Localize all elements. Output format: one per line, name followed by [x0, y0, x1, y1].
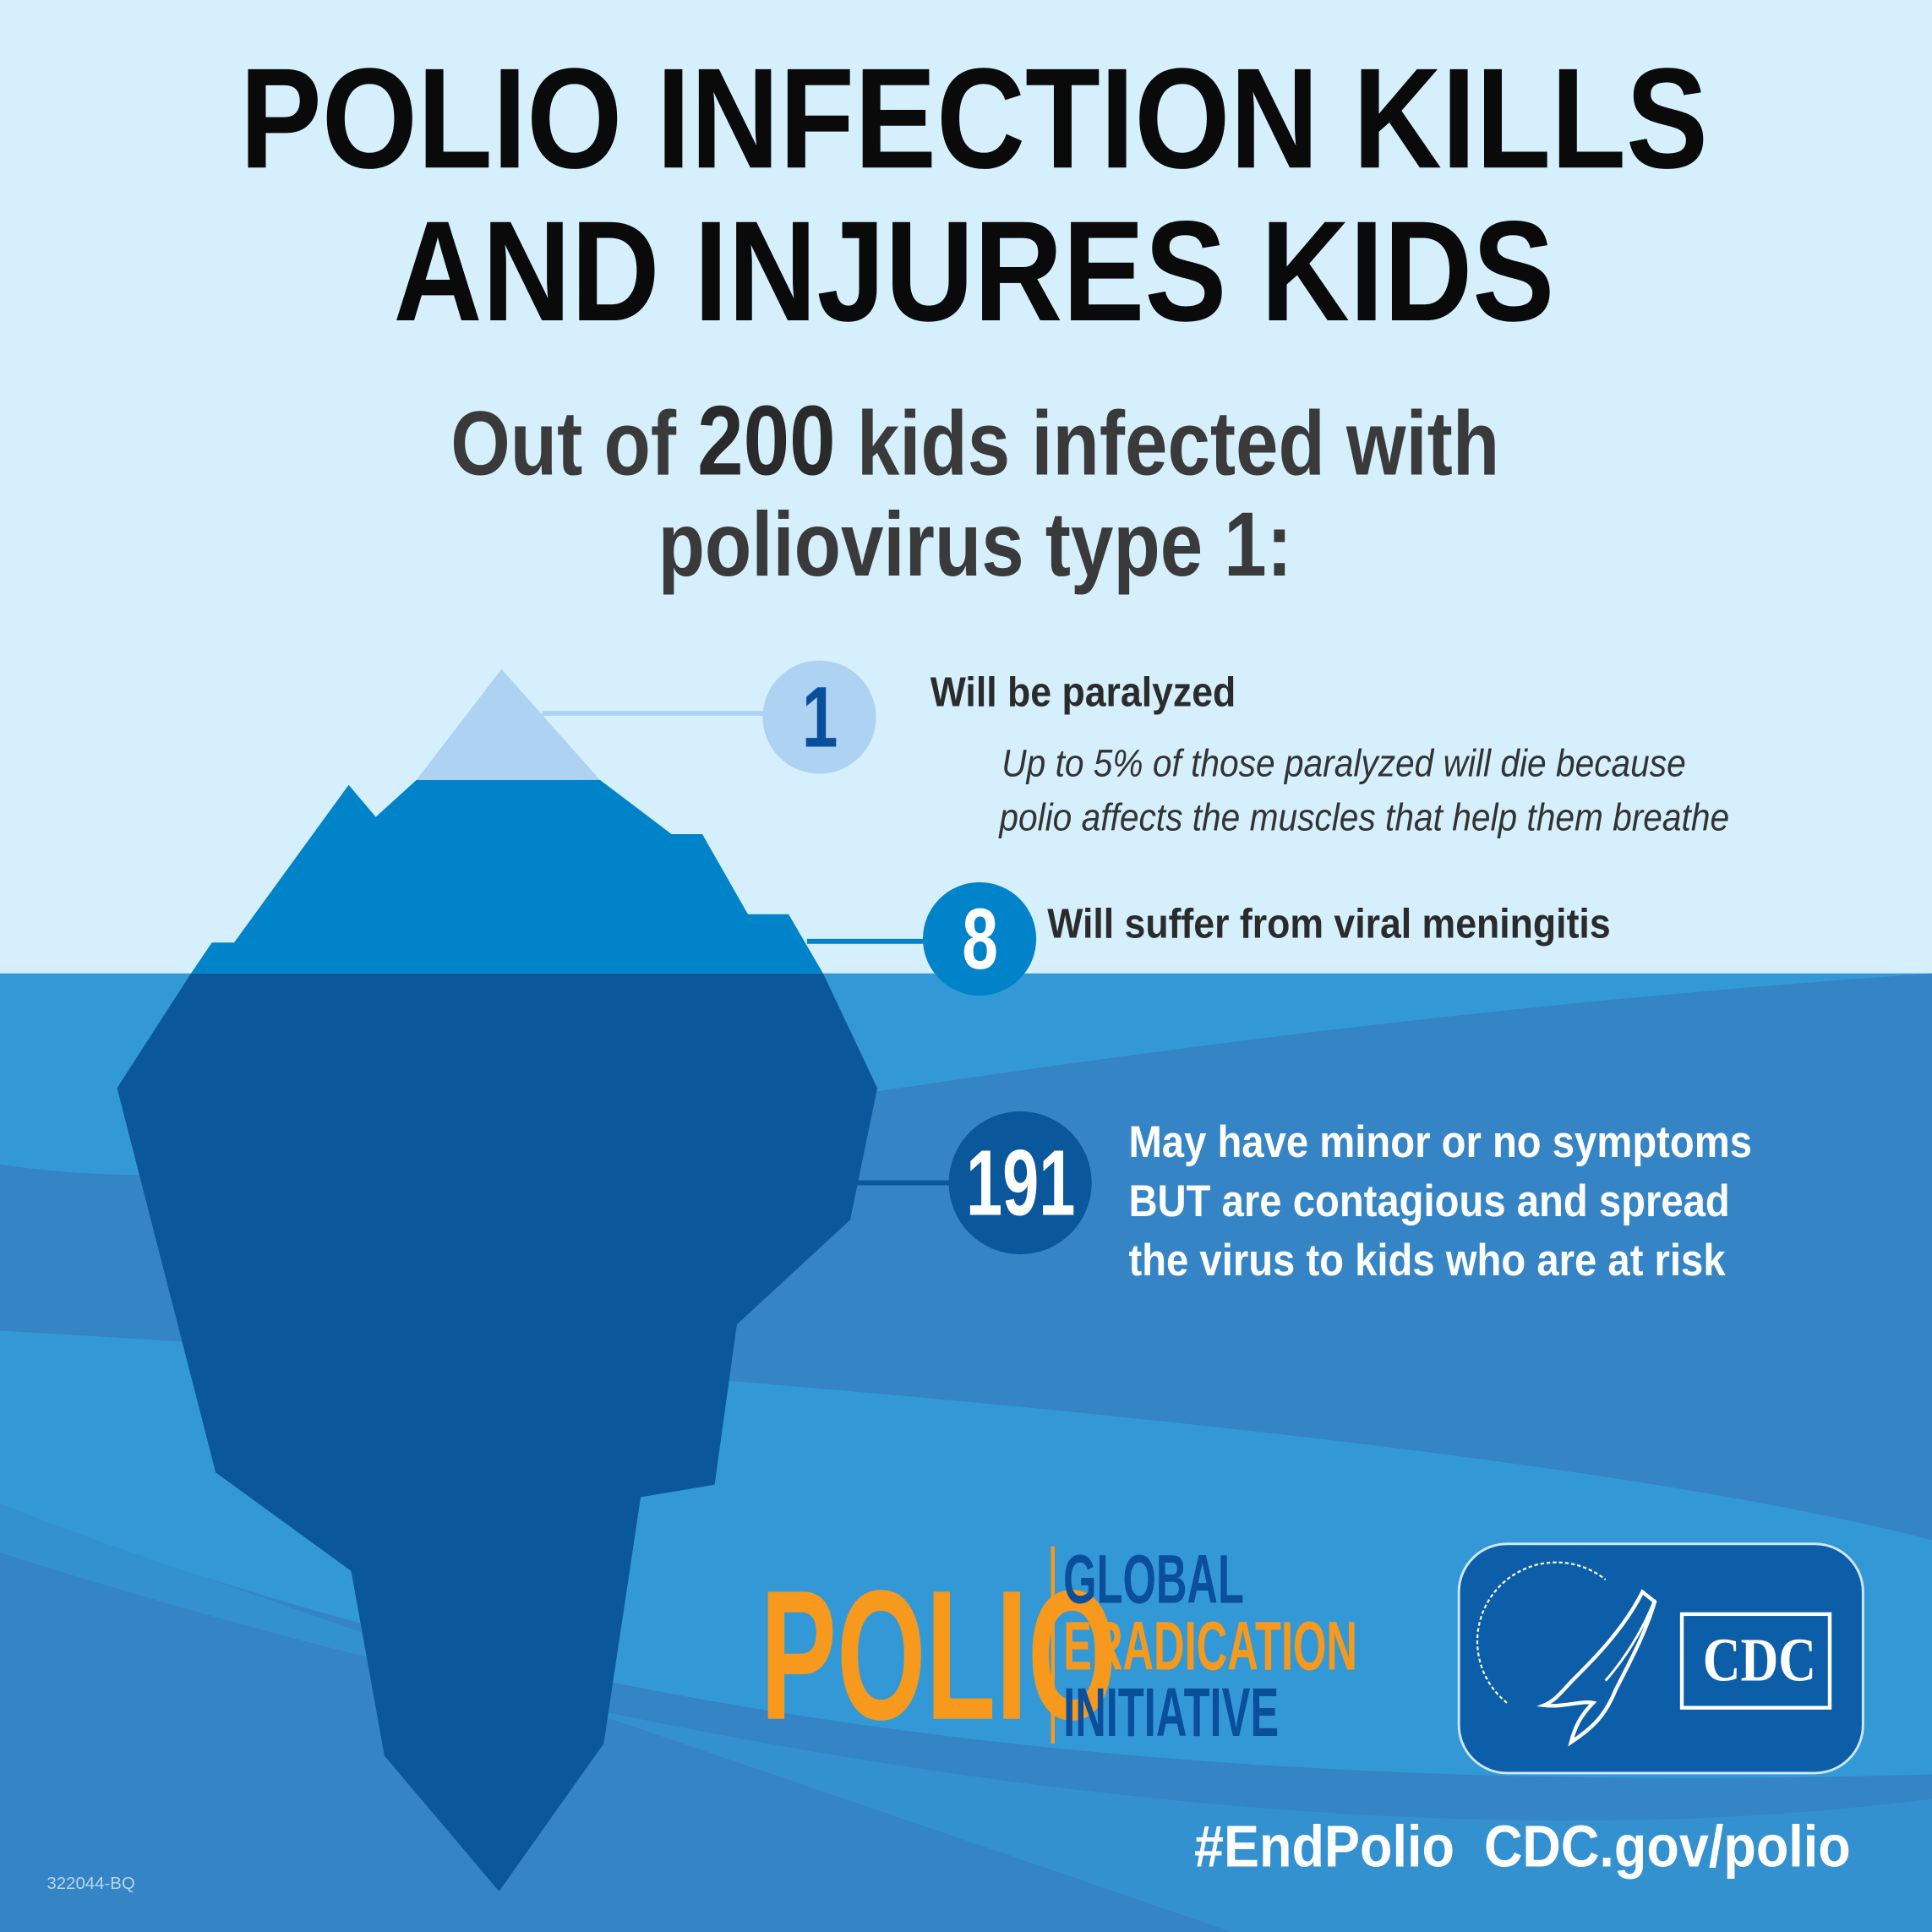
stat-label-meningitis: Will suffer from viral meningitis	[1047, 900, 1611, 948]
water-wave-band	[0, 1503, 1932, 1932]
gpei-logo-divider	[1051, 1546, 1055, 1744]
hhs-cdc-logo: CDC	[1457, 1542, 1864, 1775]
stat-badge-asymptomatic: 191	[948, 1111, 1092, 1255]
title-line-2: AND INJURES KIDS	[393, 190, 1555, 352]
cdc-logo-text: CDC	[1702, 1624, 1817, 1695]
stat-label-line: May have minor or no symptoms	[1128, 1116, 1753, 1167]
subtitle-line-1: Out of 200 kids infected with	[164, 391, 1787, 494]
stat-label-line: BUT are contagious and spread	[1128, 1175, 1730, 1226]
subtitle-text: kids infected with	[835, 391, 1500, 494]
title-line-1: POLIO INFECTION KILLS	[239, 38, 1708, 199]
gpei-logo-initiative: INITIATIVE	[1063, 1673, 1280, 1751]
hhs-eagle-icon	[1476, 1561, 1832, 1747]
stat-note-line: polio affects the muscles that help them…	[999, 795, 1730, 839]
gpei-logo-global: GLOBAL	[1063, 1540, 1244, 1618]
subtitle-text: Out of	[450, 391, 698, 494]
website-link[interactable]: CDC.gov/polio	[1483, 1815, 1851, 1880]
hashtag-text: #EndPolio	[1194, 1815, 1454, 1880]
footer-links: #EndPolio CDC.gov/polio	[1194, 1814, 1851, 1881]
iceberg-above-water	[190, 779, 823, 974]
document-code: 322044-BQ	[46, 1873, 135, 1893]
stat-badge-meningitis: 8	[922, 881, 1037, 996]
stat-note-line: Up to 5% of those paralyzed will die bec…	[1001, 741, 1686, 785]
gpei-logo-polio: POLIO	[760, 1551, 1117, 1759]
gpei-logo-eradication: ERADICATION	[1063, 1607, 1357, 1684]
stat-label-paralyzed: Will be paralyzed	[930, 669, 1236, 717]
iceberg-underwater	[117, 973, 878, 1891]
iceberg-peak	[416, 669, 601, 780]
subtitle-line-2: poliovirus type 1:	[658, 493, 1292, 596]
water-wave-band	[0, 973, 1932, 1541]
stat-badge-paralyzed: 1	[762, 660, 876, 774]
stat-label-line: the virus to kids who are at risk	[1128, 1234, 1726, 1285]
subtitle-number: 200	[697, 385, 836, 496]
